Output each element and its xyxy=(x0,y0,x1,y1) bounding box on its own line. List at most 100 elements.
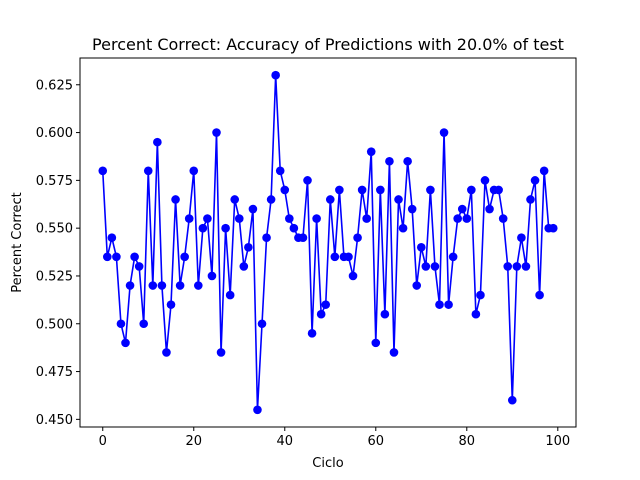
data-point xyxy=(348,271,358,281)
y-tick-label: 0.550 xyxy=(36,222,73,237)
data-point xyxy=(457,204,467,214)
data-point xyxy=(526,195,535,204)
data-point xyxy=(312,214,321,223)
data-point xyxy=(143,166,153,176)
data-point xyxy=(171,195,180,204)
data-point xyxy=(244,242,253,252)
y-axis-ticks: 0.450 0.475 0.500 0.525 0.550 0.575 0.600 0.625 xyxy=(36,78,80,428)
x-axis-title: Ciclo xyxy=(312,456,343,471)
data-point xyxy=(148,281,158,290)
data-point xyxy=(289,223,299,233)
data-point xyxy=(398,223,408,233)
data-point xyxy=(175,281,185,290)
data-point xyxy=(139,319,149,329)
data-point xyxy=(266,195,276,204)
data-point xyxy=(134,262,144,271)
data-point xyxy=(184,214,194,223)
data-point xyxy=(462,214,472,223)
data-point xyxy=(344,252,353,262)
x-tick-label: 0 xyxy=(99,434,107,449)
data-point xyxy=(403,156,412,166)
data-point xyxy=(530,176,540,185)
data-point xyxy=(303,176,312,185)
series-line xyxy=(101,74,554,411)
data-point xyxy=(166,300,176,309)
data-point xyxy=(189,166,199,176)
data-point xyxy=(98,166,108,176)
data-point xyxy=(539,166,549,176)
plot-frame xyxy=(79,57,577,428)
y-tick-label: 0.525 xyxy=(36,269,73,284)
data-point xyxy=(494,185,503,195)
data-point xyxy=(480,176,490,185)
data-point xyxy=(412,281,422,290)
data-point xyxy=(125,281,135,290)
data-point xyxy=(371,338,381,348)
data-point xyxy=(262,233,271,243)
x-tick-label: 60 xyxy=(368,434,385,449)
data-point xyxy=(253,405,262,415)
data-point xyxy=(307,329,317,338)
data-point xyxy=(280,185,290,195)
data-point xyxy=(512,262,522,271)
data-point xyxy=(316,309,326,319)
data-point xyxy=(517,233,526,243)
data-point xyxy=(439,128,449,137)
data-point xyxy=(330,252,340,262)
data-point xyxy=(234,214,244,223)
y-tick-label: 0.475 xyxy=(36,365,73,380)
x-tick-label: 100 xyxy=(545,434,570,449)
data-point xyxy=(180,252,189,262)
data-point xyxy=(325,195,335,204)
data-point xyxy=(335,185,344,195)
y-tick-label: 0.600 xyxy=(36,126,73,141)
data-point xyxy=(394,195,403,204)
data-point xyxy=(416,242,426,252)
x-axis-ticks: 0 20 40 60 80 100 xyxy=(99,427,570,449)
x-tick-label: 40 xyxy=(276,434,293,449)
data-point xyxy=(485,204,494,214)
y-tick-label: 0.500 xyxy=(36,317,73,332)
data-point xyxy=(448,252,458,262)
y-tick-label: 0.450 xyxy=(36,413,73,428)
data-point xyxy=(107,233,117,243)
data-point xyxy=(453,214,462,223)
data-point xyxy=(321,300,331,309)
data-point xyxy=(298,233,308,243)
data-point xyxy=(503,262,513,271)
data-point xyxy=(548,223,558,233)
y-tick-label: 0.575 xyxy=(36,174,73,189)
data-point xyxy=(362,214,371,223)
y-axis-title: Percent Correct xyxy=(10,192,25,293)
data-point xyxy=(112,252,121,262)
data-point xyxy=(275,166,285,176)
data-point xyxy=(389,348,399,357)
data-point xyxy=(103,252,112,262)
data-point xyxy=(430,262,440,271)
data-point xyxy=(521,262,531,271)
data-point xyxy=(239,262,249,271)
data-point xyxy=(257,319,267,329)
data-point xyxy=(380,309,390,319)
data-point xyxy=(444,300,453,309)
data-point xyxy=(385,156,394,166)
data-point xyxy=(198,223,208,233)
data-point xyxy=(162,348,171,357)
data-point xyxy=(130,252,139,262)
data-point xyxy=(216,348,226,357)
data-point xyxy=(435,300,444,309)
data-point xyxy=(353,233,362,243)
data-point xyxy=(157,281,167,290)
data-point xyxy=(153,137,162,147)
chart-title: Percent Correct: Accuracy of Predictions… xyxy=(92,35,564,54)
data-point xyxy=(366,147,376,156)
data-point xyxy=(376,185,385,195)
data-point xyxy=(507,395,517,405)
data-point xyxy=(207,271,217,281)
data-point xyxy=(421,262,431,271)
data-point xyxy=(230,195,240,204)
data-point xyxy=(221,223,230,233)
data-point xyxy=(121,338,130,348)
data-point xyxy=(285,214,294,223)
